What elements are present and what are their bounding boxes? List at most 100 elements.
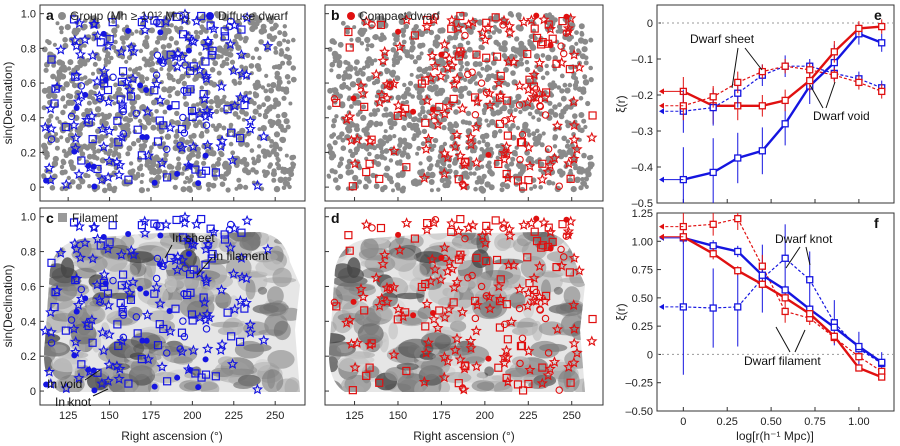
group-point xyxy=(117,154,122,159)
group-point xyxy=(420,141,426,147)
group-point xyxy=(245,130,252,137)
x-tick-label: 225 xyxy=(519,410,537,422)
dwarf-square-marker xyxy=(517,138,527,147)
dwarf-square-marker xyxy=(118,67,128,76)
dwarf-circle-marker xyxy=(557,42,565,50)
dwarf-star-marker xyxy=(142,149,155,161)
group-point xyxy=(252,108,259,115)
group-point xyxy=(289,154,295,161)
group-point xyxy=(198,30,204,35)
dwarf-square-marker xyxy=(207,51,216,60)
dwarf-square-marker xyxy=(201,260,210,269)
dwarf-circle-marker xyxy=(67,316,76,324)
x-tick-label: 200 xyxy=(476,410,494,422)
dwarf-square-marker xyxy=(61,326,70,335)
group-point xyxy=(367,151,372,157)
filament-blob xyxy=(54,384,78,392)
group-point xyxy=(191,58,197,64)
group-point xyxy=(449,36,454,41)
group-point xyxy=(239,127,246,135)
group-point xyxy=(332,140,338,146)
group-point xyxy=(151,99,157,106)
x-tick-label: 250 xyxy=(563,410,581,422)
dwarf-circle-marker xyxy=(202,121,211,130)
group-point xyxy=(443,78,448,83)
group-point xyxy=(561,135,567,142)
filament-blob xyxy=(516,234,532,247)
dwarf-star-marker xyxy=(467,16,479,28)
group-point xyxy=(560,95,567,102)
group-point xyxy=(107,185,113,192)
dwarf-circle-marker xyxy=(541,314,550,323)
group-point xyxy=(329,68,334,73)
data-point xyxy=(806,310,814,318)
legend-filament-label: Filament xyxy=(72,211,119,225)
dwarf-circle-marker xyxy=(555,386,563,394)
diffuse-dwarf-markers-a xyxy=(40,8,274,191)
group-point xyxy=(249,148,255,153)
group-point xyxy=(81,23,88,30)
group-point xyxy=(219,35,227,42)
group-point xyxy=(429,171,436,179)
dwarf-square-marker xyxy=(482,221,491,231)
dwarf-star-marker xyxy=(498,14,510,26)
annotation-arrow-knot xyxy=(92,388,109,397)
group-point xyxy=(193,122,199,129)
dwarf-knot-marker xyxy=(157,29,164,36)
group-point xyxy=(55,116,60,121)
dwarf-star-marker xyxy=(169,254,182,266)
dwarf-star-marker xyxy=(524,364,536,375)
dwarf-circle-marker xyxy=(385,82,394,91)
dwarf-square-marker xyxy=(166,253,175,263)
group-point xyxy=(257,55,262,61)
group-point xyxy=(193,29,199,35)
dwarf-star-marker xyxy=(102,375,114,387)
dwarf-square-marker xyxy=(332,98,341,107)
group-point xyxy=(390,47,397,53)
group-point xyxy=(257,112,262,117)
group-point xyxy=(41,46,48,53)
dwarf-star-marker xyxy=(522,287,535,298)
group-point xyxy=(233,81,238,86)
dwarf-square-marker xyxy=(99,75,108,84)
dwarf-square-marker xyxy=(470,296,480,306)
dwarf-star-marker xyxy=(422,133,435,144)
group-point xyxy=(162,109,168,115)
group-point xyxy=(329,38,336,45)
group-point xyxy=(364,63,371,69)
dwarf-circle-marker xyxy=(516,359,524,368)
group-point xyxy=(492,96,497,101)
dwarf-star-marker xyxy=(428,216,440,228)
annotation-arrow-dwarf-sheet-2 xyxy=(731,47,739,89)
dwarf-star-marker xyxy=(564,215,577,227)
dwarf-square-marker xyxy=(88,134,97,144)
dwarf-square-marker xyxy=(548,237,557,246)
group-point xyxy=(343,59,349,65)
group-point xyxy=(461,171,466,176)
group-point xyxy=(564,119,570,125)
annotation-arrow-filament xyxy=(196,257,213,276)
dwarf-star-marker xyxy=(229,303,241,315)
dwarf-star-marker xyxy=(479,34,491,45)
group-point xyxy=(340,145,347,151)
dwarf-square-marker xyxy=(208,46,217,55)
group-point xyxy=(286,60,292,66)
group-point xyxy=(137,65,143,71)
group-point xyxy=(265,109,270,115)
dwarf-square-marker xyxy=(402,366,411,376)
dwarf-star-marker xyxy=(527,91,539,102)
group-point xyxy=(416,145,422,151)
dwarf-star-marker xyxy=(379,249,391,260)
group-point xyxy=(466,90,473,96)
group-point xyxy=(586,155,593,161)
group-point xyxy=(556,85,562,90)
dwarf-star-marker xyxy=(91,233,104,244)
group-point xyxy=(427,65,433,71)
dwarf-square-marker xyxy=(186,85,195,94)
panel-letter-e: e xyxy=(874,7,882,23)
dwarf-square-marker xyxy=(454,255,463,264)
y-tick-label: 0 xyxy=(30,182,36,194)
filament-blob xyxy=(147,310,174,323)
dwarf-square-marker xyxy=(186,66,195,75)
filament-blob xyxy=(458,369,486,383)
